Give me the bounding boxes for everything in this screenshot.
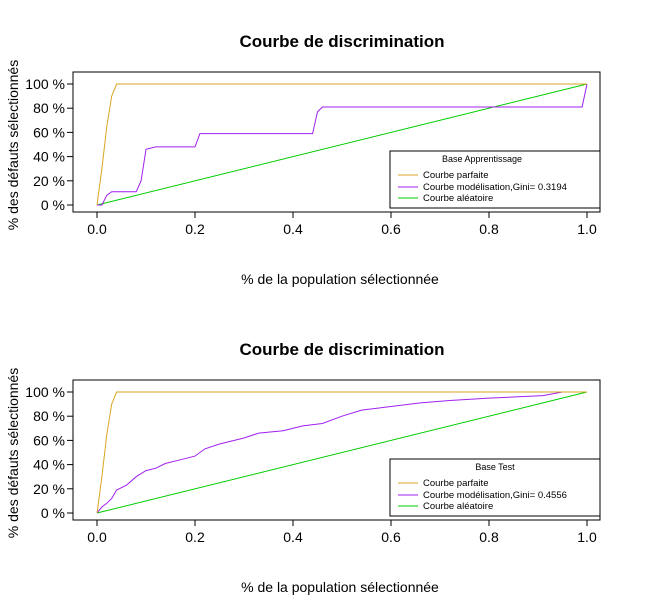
x-axis-label: % de la population sélectionnée — [241, 579, 439, 595]
series-line-modelisation — [96, 391, 587, 514]
x-tick-label: 0.8 — [479, 529, 499, 545]
x-tick-label: 0.4 — [283, 221, 303, 237]
x-tick-label: 1.0 — [577, 221, 597, 237]
chart-panel-apprentissage: Courbe de discrimination 0.0 0.2 0.4 0.6 0.8… — [5, 32, 601, 287]
series-line-modelisation — [97, 83, 588, 206]
x-tick-label: 0.4 — [283, 529, 303, 545]
y-axis: 0 % 20 % 40 % 60 % 80 % 100 % — [25, 76, 73, 213]
y-tick-label: 20 % — [33, 481, 65, 497]
legend-entry-modelisation: Courbe modélisation,Gini= 0.4556 — [423, 490, 567, 501]
x-tick-label: 0.0 — [87, 221, 107, 237]
x-tick-label: 0.2 — [185, 529, 205, 545]
y-tick-label: 40 % — [33, 149, 65, 165]
legend-box — [389, 458, 601, 517]
series-lines — [96, 391, 588, 514]
y-tick-label: 80 % — [33, 100, 65, 116]
x-tick-label: 1.0 — [577, 529, 597, 545]
legend-entry-parfaite: Courbe parfaite — [423, 478, 488, 489]
x-tick-label: 0.6 — [381, 221, 401, 237]
y-tick-label: 80 % — [33, 408, 65, 424]
y-axis-label: % des défauts sélectionnés — [5, 368, 21, 538]
x-axis: 0.0 0.2 0.4 0.6 0.8 1.0 — [87, 212, 597, 237]
chart-panel-test: Courbe de discrimination 0.0 0.2 0.4 0.6 0.8… — [5, 340, 601, 595]
plot-frame — [72, 71, 601, 213]
legend-box — [389, 150, 601, 209]
legend-title: Base Test — [475, 462, 515, 472]
plot-frame — [72, 379, 601, 521]
legend-entry-modelisation: Courbe modélisation,Gini= 0.3194 — [423, 182, 567, 193]
x-tick-label: 0.6 — [381, 529, 401, 545]
y-tick-label: 0 % — [41, 505, 65, 521]
y-axis-label: % des défauts sélectionnés — [5, 60, 21, 230]
y-tick-label: 20 % — [33, 173, 65, 189]
y-tick-label: 60 % — [33, 124, 65, 140]
series-lines — [96, 83, 588, 206]
legend: Base Test Courbe parfaite Courbe modélis… — [389, 458, 601, 517]
legend-entry-aleatoire: Courbe aléatoire — [423, 193, 493, 204]
x-tick-label: 0.2 — [185, 221, 205, 237]
legend-entry-parfaite: Courbe parfaite — [423, 170, 488, 181]
series-line-aleatoire — [96, 83, 588, 206]
y-tick-label: 60 % — [33, 432, 65, 448]
legend-title: Base Apprentissage — [442, 154, 522, 164]
chart-title: Courbe de discrimination — [240, 32, 445, 51]
y-tick-label: 0 % — [41, 197, 65, 213]
series-line-aleatoire — [96, 391, 588, 514]
y-tick-label: 100 % — [25, 76, 65, 92]
x-tick-label: 0.8 — [479, 221, 499, 237]
x-tick-label: 0.0 — [87, 529, 107, 545]
series-line-parfaite — [96, 391, 587, 514]
x-axis: 0.0 0.2 0.4 0.6 0.8 1.0 — [87, 520, 597, 545]
series-line-parfaite — [96, 83, 587, 206]
legend-entry-aleatoire: Courbe aléatoire — [423, 501, 493, 512]
legend: Base Apprentissage Courbe parfaite Courb… — [389, 150, 601, 209]
y-axis: 0 % 20 % 40 % 60 % 80 % 100 % — [25, 384, 73, 521]
y-tick-label: 40 % — [33, 457, 65, 473]
x-axis-label: % de la population sélectionnée — [241, 271, 439, 287]
y-tick-label: 100 % — [25, 384, 65, 400]
chart-title: Courbe de discrimination — [240, 340, 445, 359]
